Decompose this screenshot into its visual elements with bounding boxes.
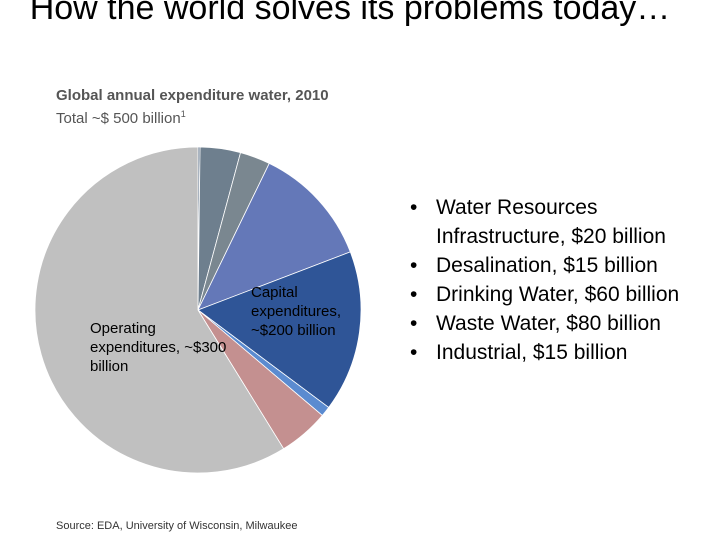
subtitle-total: Total ~$ 500 billion	[56, 110, 181, 127]
subtitle-line: Global annual expenditure water, 2010	[56, 87, 329, 104]
slide-title: How the world solves its problems today…	[29, 0, 671, 27]
bullet-drinking-water: Drinking Water, $60 billion	[404, 280, 714, 309]
pie-slice-4	[197, 251, 362, 409]
operating-expenditures-label: Operating expenditures, ~$300 billion	[90, 320, 227, 375]
breakdown-list: Water Resources Infrastructure, $20 bill…	[404, 193, 714, 367]
pie-slice-3	[197, 162, 351, 311]
bullet-waste-water: Waste Water, $80 billion	[404, 309, 714, 338]
footnote-marker: 1	[180, 109, 186, 119]
bullet-water-resources: Water Resources Infrastructure, $20 bill…	[404, 193, 714, 251]
source-note: Source: EDA, University of Wisconsin, Mi…	[56, 520, 298, 532]
bullet-industrial: Industrial, $15 billion	[404, 338, 714, 367]
pie-slice-7	[34, 146, 285, 474]
bullet-desalination: Desalination, $15 billion	[404, 251, 714, 280]
capital-expenditures-label: Capital expenditures, ~$200 billion	[251, 284, 342, 339]
chart-subtitle: Global annual expenditure water, 2010 To…	[56, 86, 356, 128]
